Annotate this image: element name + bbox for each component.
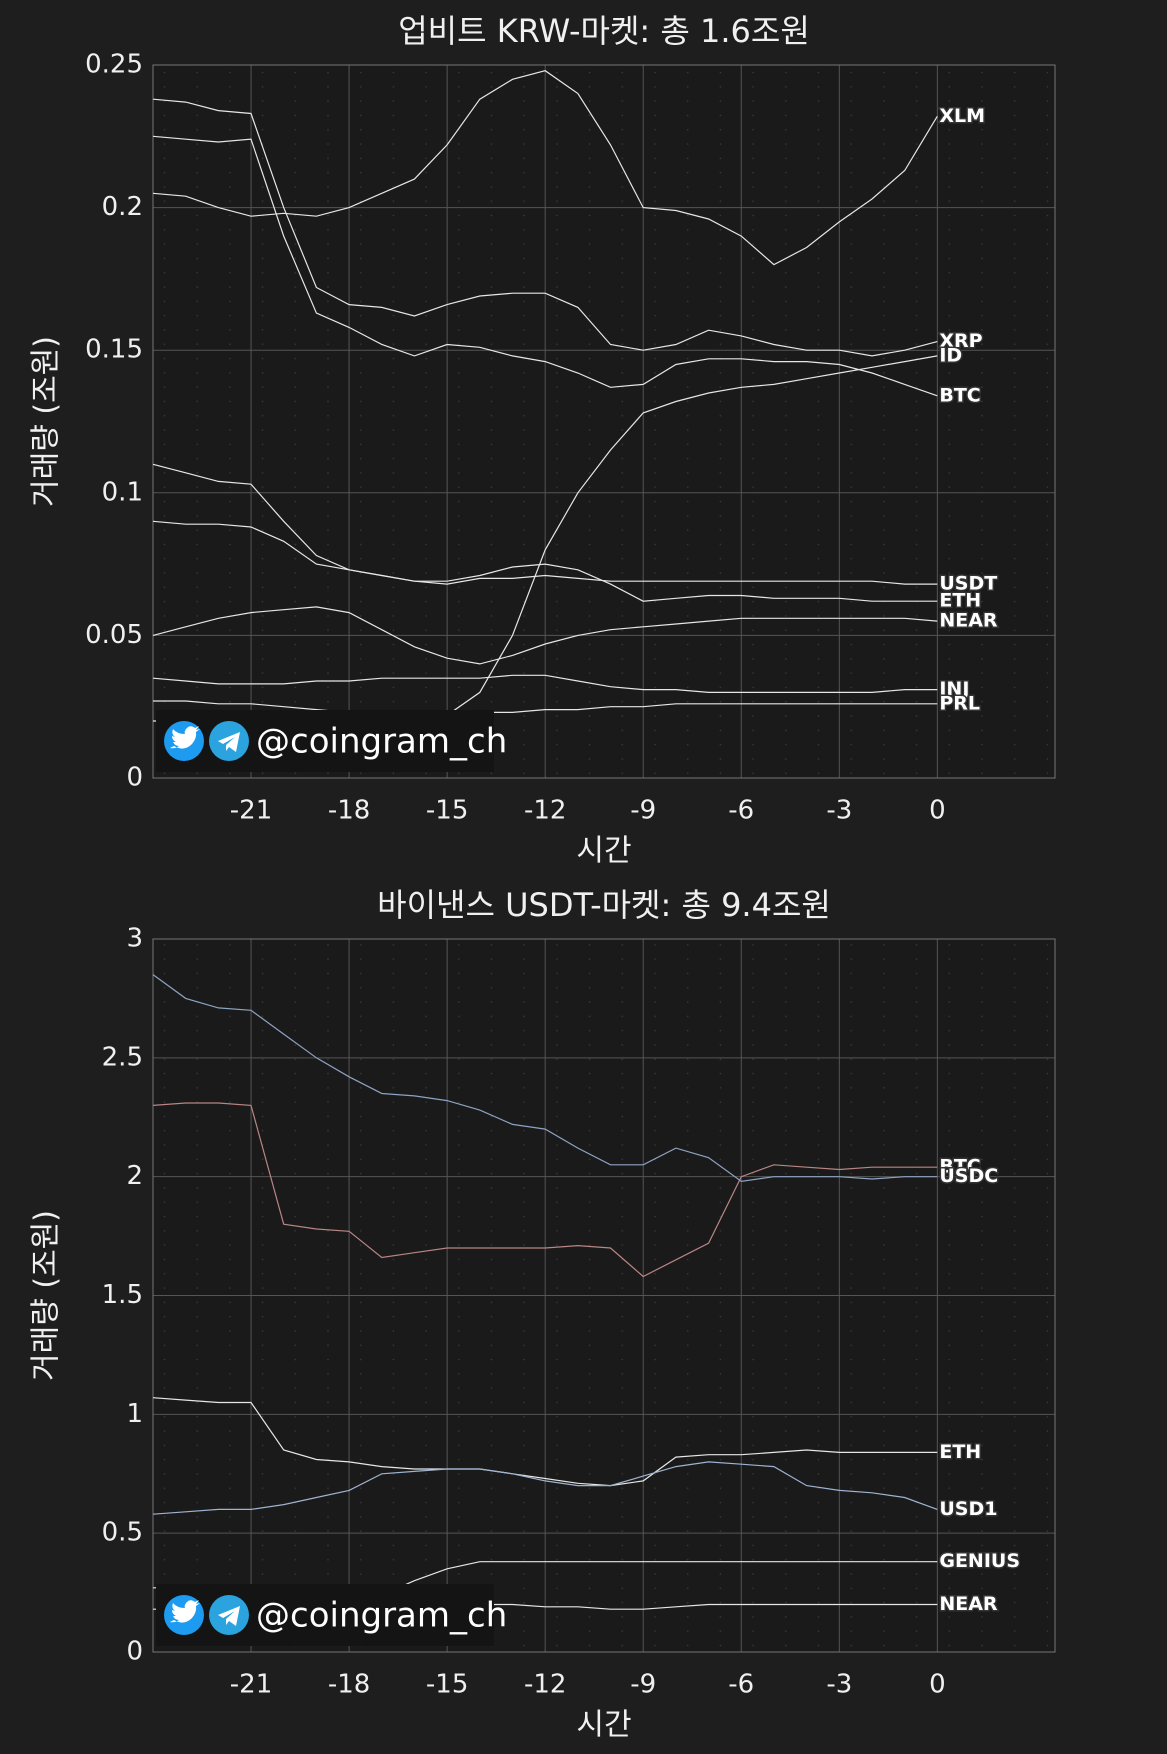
series-label: GENIUS bbox=[939, 1550, 1020, 1572]
series-label: XLM bbox=[939, 105, 985, 127]
series-line bbox=[152, 135, 938, 397]
series-label: USD1 bbox=[939, 1498, 997, 1520]
y-axis-label: 거래량 (조원) bbox=[29, 1210, 64, 1381]
x-tick-label: -15 bbox=[426, 1670, 468, 1700]
series-line bbox=[152, 520, 938, 602]
x-tick-label: -6 bbox=[728, 1670, 754, 1700]
x-tick-label: 0 bbox=[929, 796, 946, 826]
watermark-text: @coingram_ch bbox=[256, 722, 507, 762]
series-line bbox=[152, 463, 938, 585]
series-line bbox=[152, 1397, 938, 1487]
y-tick-label: 0.05 bbox=[85, 620, 143, 650]
series-label: NEAR bbox=[939, 610, 998, 632]
series-line bbox=[152, 606, 938, 665]
y-tick-label: 2.5 bbox=[102, 1042, 143, 1072]
series-label: ID bbox=[939, 344, 962, 366]
series-label: BTC bbox=[939, 1156, 980, 1178]
series-line bbox=[152, 70, 938, 266]
x-tick-label: -15 bbox=[426, 796, 468, 826]
series-label: USDC bbox=[939, 1165, 998, 1187]
y-tick-label: 0.15 bbox=[85, 335, 143, 365]
x-tick-label: -9 bbox=[630, 796, 656, 826]
x-tick-label: -21 bbox=[230, 796, 272, 826]
x-tick-label: -18 bbox=[328, 1670, 370, 1700]
series-label: ETH bbox=[939, 1441, 981, 1463]
series-line bbox=[152, 1102, 938, 1278]
chart-title: 업비트 KRW-마켓: 총 1.6조원 bbox=[398, 12, 810, 50]
x-tick-label: -3 bbox=[826, 796, 852, 826]
x-tick-label: -9 bbox=[630, 1670, 656, 1700]
series-label: XRP bbox=[939, 330, 982, 352]
y-tick-label: 0 bbox=[126, 1637, 143, 1667]
telegram-plane bbox=[218, 732, 240, 752]
series-line bbox=[153, 700, 938, 716]
x-tick-label: -21 bbox=[230, 1670, 272, 1700]
y-tick-label: 0.5 bbox=[102, 1518, 143, 1548]
series-label: ETH bbox=[939, 590, 981, 612]
watermark-text: @coingram_ch bbox=[256, 1596, 507, 1636]
series-label: BTC bbox=[939, 384, 980, 406]
y-tick-label: 0.1 bbox=[102, 477, 143, 507]
x-axis-label: 시간 bbox=[576, 834, 631, 869]
series-label: PRL bbox=[939, 692, 980, 714]
series-line bbox=[152, 1461, 938, 1515]
series-line bbox=[152, 98, 938, 357]
y-tick-label: 0 bbox=[126, 763, 143, 793]
y-tick-label: 1.5 bbox=[102, 1280, 143, 1310]
x-tick-label: -18 bbox=[328, 796, 370, 826]
series-line bbox=[152, 974, 938, 1183]
x-tick-label: -12 bbox=[524, 1670, 566, 1700]
x-tick-label: 0 bbox=[929, 1670, 946, 1700]
series-label: NEAR bbox=[939, 1593, 998, 1615]
telegram-icon bbox=[209, 1595, 249, 1635]
y-tick-label: 2 bbox=[126, 1161, 143, 1191]
twitter-bird bbox=[170, 726, 200, 749]
x-tick-label: -12 bbox=[524, 796, 566, 826]
series-label: INJ bbox=[939, 678, 969, 700]
telegram-icon bbox=[209, 721, 249, 761]
chart-title: 바이낸스 USDT-마켓: 총 9.4조원 bbox=[377, 886, 831, 924]
plot-texture bbox=[153, 65, 1055, 778]
series-line bbox=[152, 674, 938, 693]
y-tick-label: 3 bbox=[126, 924, 143, 954]
series-label: USDT bbox=[939, 573, 997, 595]
x-tick-label: -3 bbox=[826, 1670, 852, 1700]
y-tick-label: 1 bbox=[126, 1399, 143, 1429]
plot-frame bbox=[152, 938, 1056, 1653]
y-axis-label: 거래량 (조원) bbox=[29, 336, 64, 507]
plot-frame bbox=[152, 64, 1056, 779]
x-axis-label: 시간 bbox=[576, 1708, 631, 1743]
y-tick-label: 0.25 bbox=[85, 50, 143, 80]
twitter-bird bbox=[170, 1600, 200, 1623]
x-tick-label: -6 bbox=[728, 796, 754, 826]
y-tick-label: 0.2 bbox=[102, 192, 143, 222]
telegram-plane bbox=[218, 1606, 240, 1626]
